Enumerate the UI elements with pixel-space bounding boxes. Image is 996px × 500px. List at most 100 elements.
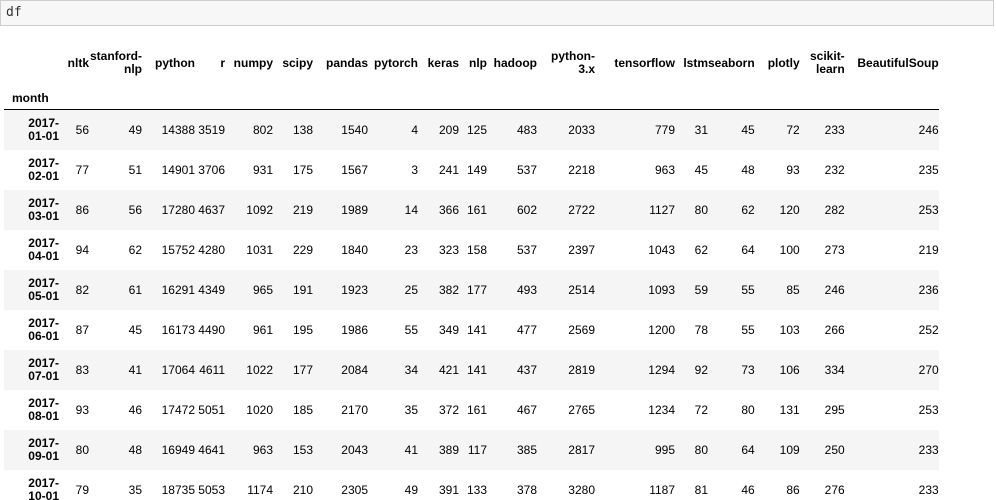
header-text: 06-01 — [28, 328, 59, 343]
table-cell: 2084 — [341, 362, 368, 377]
table-cell: 1540 — [341, 122, 368, 137]
table-cell: 270 — [918, 362, 939, 377]
table-cell: 55 — [404, 322, 418, 337]
table-cell: 2397 — [568, 242, 595, 257]
table-row: 2017- 03-01 86 56 17280 4637 1092 219 1989 14 366 1… — [4, 189, 939, 230]
table-cell: 2722 — [568, 202, 595, 217]
table-cell: 185 — [292, 402, 313, 417]
column-header-scikit-learn: scikit-learn — [800, 37, 845, 89]
table-cell: 253 — [918, 202, 939, 217]
table-cell: 5053 — [198, 482, 225, 497]
table-cell: 1092 — [246, 202, 273, 217]
column-header-hadoop: hadoop — [487, 37, 537, 89]
table-cell: 1043 — [648, 242, 675, 257]
table-cell: 80 — [694, 442, 708, 457]
table-cell: 23 — [404, 242, 418, 257]
header-text: 07-01 — [28, 368, 59, 383]
table-cell: 141 — [466, 322, 487, 337]
column-header-r: r — [195, 37, 225, 89]
header-text: 10-01 — [28, 488, 59, 500]
row-index: 2017- 03-01 — [4, 190, 59, 230]
header-text: scikit- — [810, 49, 845, 63]
table-row: 2017- 04-01 94 62 15752 4280 1031 229 1840 23 323 1… — [4, 230, 938, 270]
table-cell: 93 — [786, 162, 800, 177]
table-cell: 233 — [918, 482, 939, 497]
table-cell: 31 — [694, 122, 708, 137]
table-cell: 391 — [438, 482, 459, 497]
table-cell: 45 — [694, 162, 708, 177]
table-cell: 81 — [694, 482, 708, 497]
table-row: 2017- 08-01 93 46 17472 5051 1020 185 2170 35 372 1… — [4, 390, 938, 430]
table-cell: 64 — [741, 242, 755, 257]
table-cell: 56 — [128, 202, 142, 217]
table-cell: 1840 — [341, 242, 368, 257]
header-text: 2017- — [28, 355, 59, 370]
table-cell: 235 — [918, 162, 939, 177]
table-cell: 17064 — [161, 362, 195, 377]
header-text: 03-01 — [28, 208, 59, 223]
table-cell: 995 — [654, 442, 675, 457]
table-cell: 72 — [786, 122, 800, 137]
index-header-blank — [675, 89, 708, 110]
table-cell: 209 — [438, 122, 459, 137]
table-cell: 25 — [404, 282, 418, 297]
index-header-blank — [754, 89, 800, 110]
table-cell: 191 — [292, 282, 313, 297]
table-cell: 85 — [786, 282, 800, 297]
column-header-numpy: numpy — [225, 37, 273, 89]
header-text: 2017- — [28, 235, 59, 250]
table-cell: 51 — [128, 162, 142, 177]
header-text: python- — [551, 49, 595, 63]
table-cell: 14901 — [161, 162, 195, 177]
table-cell: 963 — [252, 442, 273, 457]
table-cell: 100 — [779, 242, 800, 257]
table-cell: 2043 — [341, 442, 368, 457]
code-input-cell[interactable]: df — [0, 0, 994, 26]
table-cell: 421 — [438, 362, 459, 377]
header-text: 2017- — [28, 155, 59, 170]
header-text: pandas — [325, 55, 368, 70]
table-cell: 46 — [128, 402, 142, 417]
table-row: 2017- 09-01 80 48 16949 4641 963 153 2043 41 389 11… — [4, 429, 939, 470]
column-header-row: nltk stanford-nlp python r numpy scipy pandas p… — [4, 37, 939, 89]
table-cell: 1234 — [648, 402, 675, 417]
table-cell: 16291 — [161, 282, 195, 297]
table-cell: 62 — [741, 202, 755, 217]
table-cell: 246 — [824, 282, 845, 297]
column-header-seaborn: seaborn — [708, 37, 755, 89]
table-cell: 2033 — [568, 122, 595, 137]
table-cell: 1174 — [247, 482, 273, 497]
header-text: 2017- — [28, 475, 59, 490]
table-cell: 35 — [404, 402, 418, 417]
table-cell: 1923 — [341, 282, 368, 297]
table-cell: 1093 — [648, 282, 675, 297]
table-cell: 86 — [786, 482, 800, 497]
table-cell: 537 — [516, 162, 537, 177]
table-cell: 1200 — [648, 322, 675, 337]
table-cell: 131 — [779, 402, 800, 417]
table-cell: 477 — [516, 322, 537, 337]
table-cell: 232 — [824, 162, 845, 177]
header-text: tensorflow — [614, 55, 675, 70]
table-cell: 3 — [411, 162, 418, 177]
table-cell: 273 — [824, 242, 845, 257]
table-cell: 80 — [741, 402, 755, 417]
table-cell: 4490 — [198, 322, 225, 337]
index-header-blank — [59, 89, 89, 110]
table-cell: 2765 — [568, 402, 595, 417]
table-cell: 3706 — [198, 162, 225, 177]
table-cell: 2305 — [341, 482, 368, 497]
table-cell: 276 — [824, 482, 845, 497]
table-cell: 323 — [438, 242, 459, 257]
table-cell: 59 — [694, 282, 708, 297]
table-cell: 233 — [918, 442, 939, 457]
header-text: hadoop — [493, 55, 537, 70]
row-index: 2017- 05-01 — [4, 270, 59, 310]
column-header-python-3-x: python- 3.x — [537, 37, 595, 89]
table-cell: 2819 — [568, 362, 595, 377]
table-cell: 389 — [438, 442, 459, 457]
table-cell: 4349 — [198, 282, 225, 297]
table-cell: 4637 — [198, 202, 225, 217]
table-cell: 56 — [75, 122, 89, 137]
table-cell: 46 — [741, 482, 755, 497]
